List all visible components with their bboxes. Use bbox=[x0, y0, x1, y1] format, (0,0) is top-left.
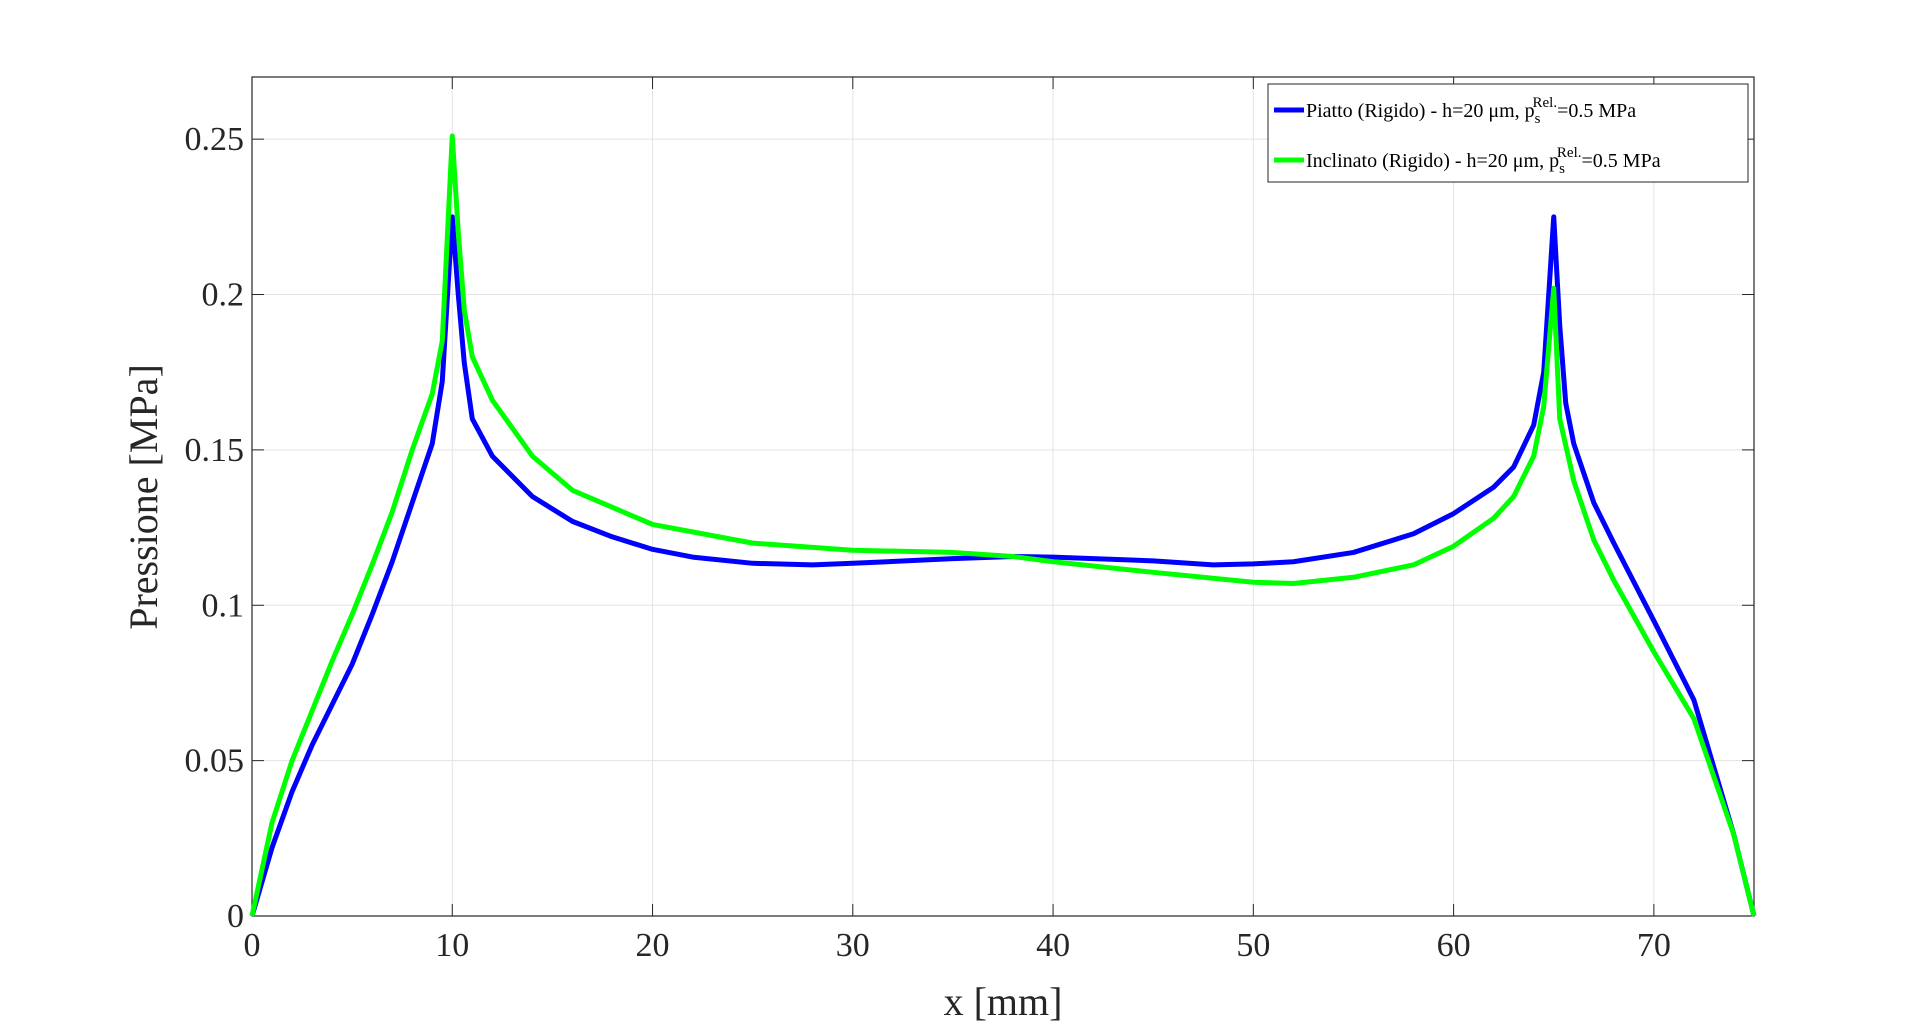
x-tick-label: 60 bbox=[1437, 927, 1471, 964]
y-axis-label: Pressione [MPa] bbox=[121, 364, 166, 630]
y-tick-label: 0.1 bbox=[202, 587, 245, 624]
x-tick-label: 0 bbox=[244, 927, 261, 964]
y-tick-label: 0.25 bbox=[185, 121, 245, 158]
y-tick-label: 0 bbox=[227, 898, 244, 935]
y-tick-label: 0.05 bbox=[185, 743, 245, 780]
legend-box bbox=[1267, 83, 1749, 183]
data-line bbox=[249, 214, 1757, 917]
x-tick-label: 50 bbox=[1236, 927, 1270, 964]
plot-area bbox=[252, 77, 1754, 916]
axes-box bbox=[251, 76, 1755, 917]
x-tick-label: 40 bbox=[1036, 927, 1070, 964]
x-axis-label: x [mm] bbox=[944, 979, 1063, 1024]
y-tick-label: 0.15 bbox=[185, 432, 245, 469]
x-tick-label: 20 bbox=[636, 927, 670, 964]
y-tick-label: 0.2 bbox=[202, 277, 245, 314]
legend-label: Piatto (Rigido) - h=20 μm, psRel.=0.5 MP… bbox=[1306, 95, 1636, 127]
data-line bbox=[249, 133, 1757, 917]
x-tick-label: 70 bbox=[1637, 927, 1671, 964]
legend-label: Inclinato (Rigido) - h=20 μm, psRel.=0.5… bbox=[1306, 145, 1661, 177]
x-tick-label: 10 bbox=[435, 927, 469, 964]
x-tick-label: 30 bbox=[836, 927, 870, 964]
